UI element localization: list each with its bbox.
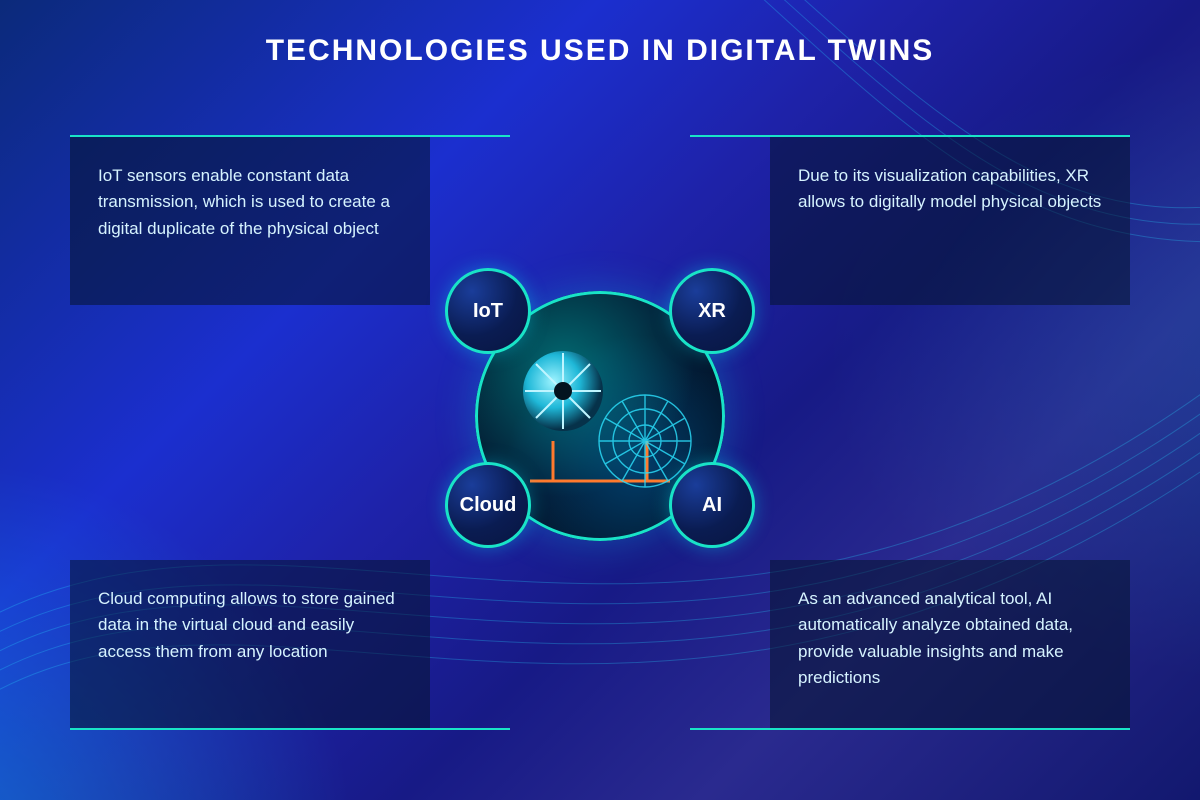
connector-tl <box>430 135 510 137</box>
node-cloud: Cloud <box>445 462 531 548</box>
card-iot: IoT sensors enable constant data transmi… <box>70 135 430 305</box>
connector-tr <box>690 135 770 137</box>
card-ai: As an advanced analytical tool, AI autom… <box>770 560 1130 730</box>
card-ai-text: As an advanced analytical tool, AI autom… <box>798 589 1073 687</box>
node-cloud-label: Cloud <box>460 494 517 517</box>
connector-bl <box>430 728 510 730</box>
node-ai: AI <box>669 462 755 548</box>
card-cloud: Cloud computing allows to store gained d… <box>70 560 430 730</box>
node-xr-label: XR <box>698 300 726 323</box>
node-iot: IoT <box>445 268 531 354</box>
connector-br <box>690 728 770 730</box>
card-xr-text: Due to its visualization capabilities, X… <box>798 166 1101 211</box>
card-iot-text: IoT sensors enable constant data transmi… <box>98 166 390 238</box>
node-ai-label: AI <box>702 494 722 517</box>
card-xr: Due to its visualization capabilities, X… <box>770 135 1130 305</box>
node-xr: XR <box>669 268 755 354</box>
node-iot-label: IoT <box>473 300 503 323</box>
card-cloud-text: Cloud computing allows to store gained d… <box>98 589 395 661</box>
page-title: TECHNOLOGIES USED IN DIGITAL TWINS <box>0 34 1200 68</box>
